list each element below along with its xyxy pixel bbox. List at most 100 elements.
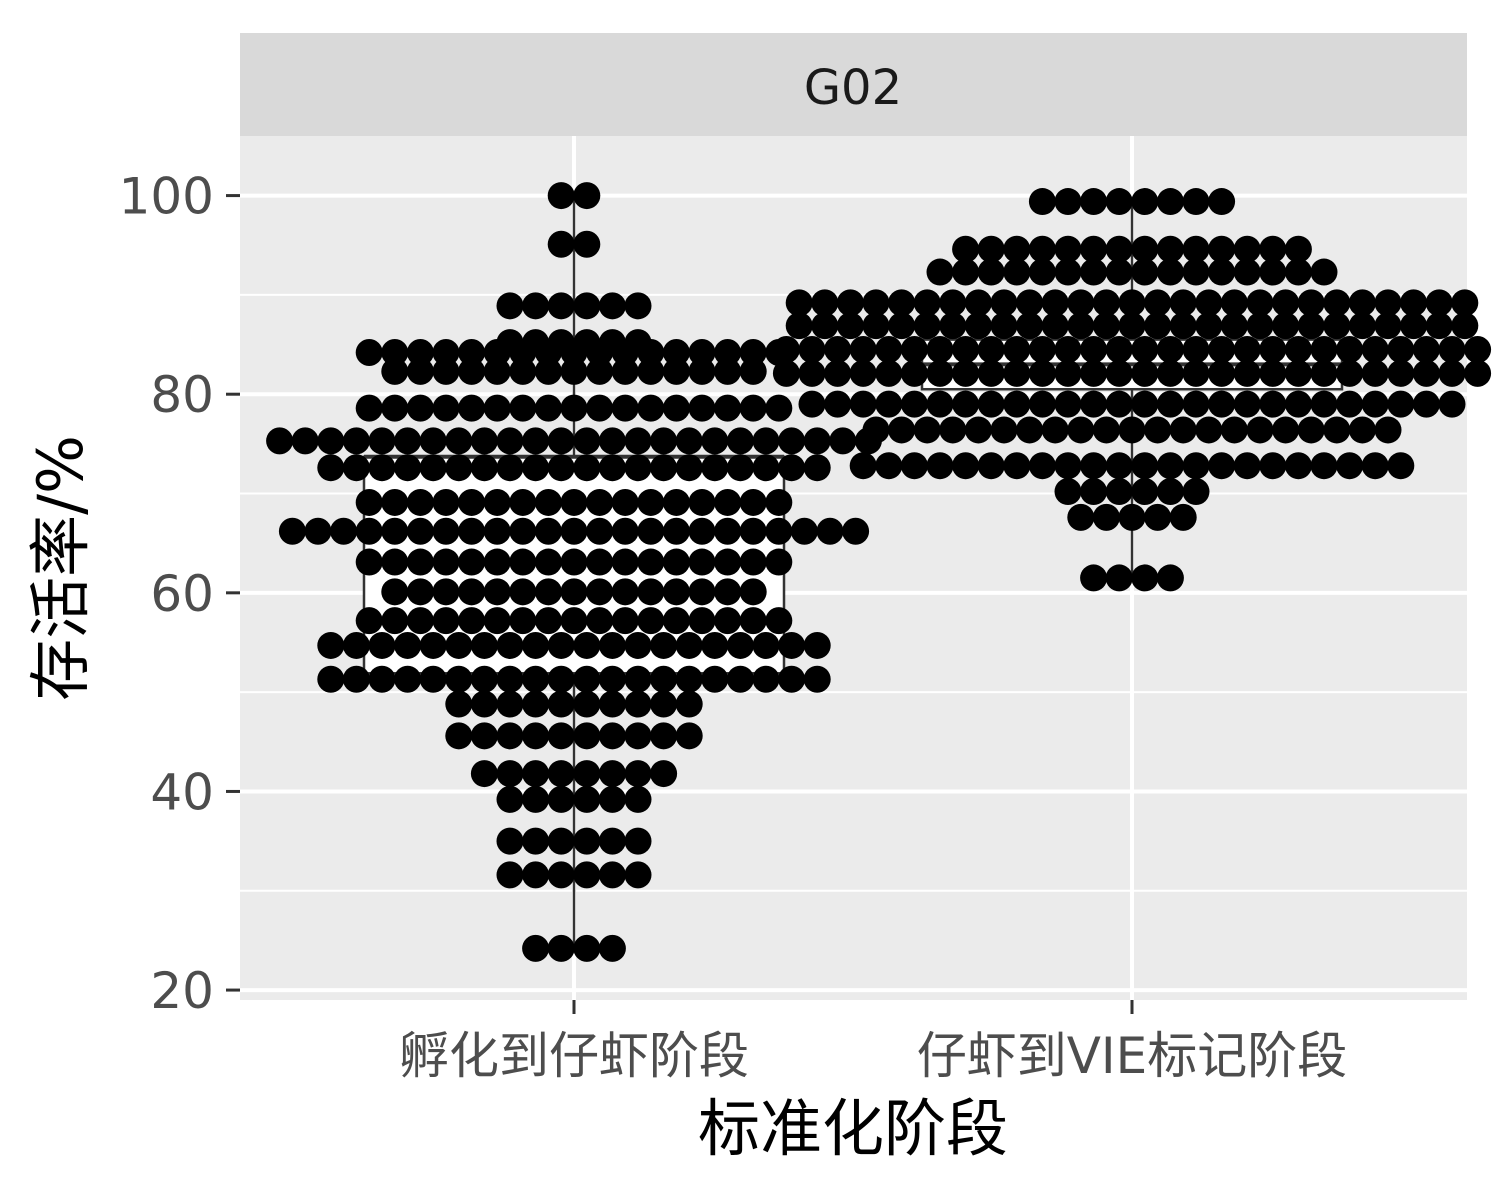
data-dot	[1016, 416, 1044, 444]
data-dot	[1464, 336, 1492, 364]
data-dot	[1028, 390, 1056, 418]
y-tick-label: 80	[150, 366, 214, 424]
data-dot	[1374, 312, 1402, 340]
data-dot	[1284, 390, 1312, 418]
data-dot	[419, 427, 447, 455]
data-dot	[624, 665, 652, 693]
data-dot	[1156, 390, 1184, 418]
data-dot	[624, 427, 652, 455]
data-dot	[1105, 390, 1133, 418]
data-dot	[406, 607, 434, 635]
data-dot	[714, 338, 742, 366]
data-dot	[650, 690, 678, 718]
data-dot	[875, 390, 903, 418]
data-dot	[278, 517, 306, 545]
y-axis-title: 存活率/%	[24, 435, 97, 701]
data-dot	[458, 548, 486, 576]
data-dot	[522, 665, 550, 693]
data-dot	[1182, 235, 1210, 263]
data-dot	[1208, 258, 1236, 286]
data-dot	[1054, 258, 1082, 286]
data-dot	[952, 390, 980, 418]
data-dot	[1425, 312, 1453, 340]
data-dot	[560, 607, 588, 635]
data-dot	[1118, 289, 1146, 317]
data-dot	[1284, 359, 1312, 387]
data-dot	[977, 390, 1005, 418]
data-dot	[1080, 359, 1108, 387]
data-dot	[1220, 416, 1248, 444]
data-dot	[778, 454, 806, 482]
data-dot	[675, 454, 703, 482]
data-dot	[1118, 503, 1146, 531]
data-dot	[637, 517, 665, 545]
data-dot	[470, 722, 498, 750]
data-dot	[688, 607, 716, 635]
data-dot	[496, 861, 524, 889]
data-dot	[952, 359, 980, 387]
data-dot	[560, 394, 588, 422]
data-dot	[1156, 258, 1184, 286]
data-dot	[977, 452, 1005, 480]
data-dot	[977, 359, 1005, 387]
data-dot	[714, 517, 742, 545]
data-dot	[1067, 289, 1095, 317]
data-dot	[1169, 312, 1197, 340]
data-dot	[1297, 416, 1325, 444]
data-dot	[1233, 359, 1261, 387]
data-dot	[355, 338, 383, 366]
data-dot	[739, 488, 767, 516]
data-dot	[547, 934, 575, 962]
data-dot	[1246, 289, 1274, 317]
data-dot	[888, 289, 916, 317]
data-dot	[1284, 336, 1312, 364]
data-dot	[1348, 289, 1376, 317]
data-dot	[573, 861, 601, 889]
data-dot	[1310, 258, 1338, 286]
data-dot	[726, 631, 754, 659]
data-dot	[1105, 258, 1133, 286]
data-dot	[509, 488, 537, 516]
data-dot	[573, 329, 601, 357]
data-dot	[1028, 336, 1056, 364]
data-dot	[496, 329, 524, 357]
data-dot	[1310, 390, 1338, 418]
x-axis: 孵化到仔虾阶段 仔虾到VIE标记阶段	[399, 1000, 1347, 1085]
data-dot	[829, 427, 857, 455]
data-dot	[803, 454, 831, 482]
data-dot	[496, 760, 524, 788]
data-dot	[1080, 478, 1108, 506]
data-dot	[1259, 258, 1287, 286]
data-dot	[688, 548, 716, 576]
data-dot	[1220, 312, 1248, 340]
data-dot	[1323, 289, 1351, 317]
data-dot	[765, 517, 793, 545]
data-dot	[534, 488, 562, 516]
data-dot	[1361, 452, 1389, 480]
data-dot	[650, 427, 678, 455]
data-dot	[900, 452, 928, 480]
data-dot	[739, 338, 767, 366]
data-dot	[688, 357, 716, 385]
data-dot	[1105, 478, 1133, 506]
data-dot	[522, 861, 550, 889]
data-dot	[977, 235, 1005, 263]
data-dot	[1195, 416, 1223, 444]
data-dot	[1361, 336, 1389, 364]
data-dot	[547, 785, 575, 813]
data-dot	[752, 665, 780, 693]
data-dot	[714, 548, 742, 576]
data-dot	[432, 517, 460, 545]
data-dot	[496, 827, 524, 855]
data-dot	[522, 427, 550, 455]
data-dot	[952, 258, 980, 286]
data-dot	[1156, 359, 1184, 387]
data-dot	[624, 329, 652, 357]
data-dot	[1054, 336, 1082, 364]
data-dot	[355, 607, 383, 635]
data-dot	[1182, 478, 1210, 506]
data-dot	[939, 312, 967, 340]
data-dot	[406, 394, 434, 422]
data-dot	[1336, 452, 1364, 480]
data-dot	[509, 607, 537, 635]
